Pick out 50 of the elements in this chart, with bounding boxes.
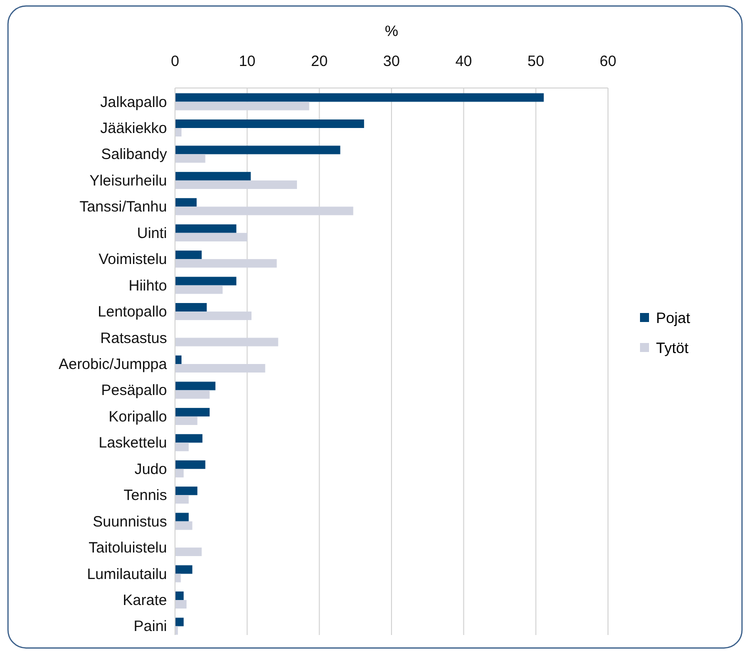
x-tick-label: 10 [238, 53, 256, 70]
bar [175, 250, 202, 260]
bar [175, 93, 544, 102]
x-axis-title: % [384, 23, 398, 40]
x-tick-label: 40 [455, 53, 472, 70]
bar [175, 198, 197, 207]
bar [175, 146, 340, 154]
bar [175, 172, 251, 180]
y-tick-label: Yleisurheilu [89, 172, 167, 190]
y-tick-label: Ratsastus [100, 330, 167, 347]
x-tick-label: 30 [383, 53, 400, 70]
y-tick-label: Pesäpallo [101, 382, 167, 400]
y-tick-label: Karate [122, 592, 167, 610]
bar [175, 434, 202, 443]
bar [175, 408, 210, 416]
bar [175, 303, 207, 312]
bar [175, 512, 189, 522]
y-tick-label: Uinti [136, 224, 167, 242]
y-tick-label: Paini [134, 618, 167, 636]
y-tick-label: Salibandy [101, 146, 168, 164]
y-tick-label: Laskettelu [98, 434, 167, 452]
y-tick-label: Suunnistus [92, 513, 167, 530]
y-tick-label: Tanssi/Tanhu [79, 198, 167, 216]
x-tick-label: 20 [310, 53, 328, 70]
x-tick-label: 0 [170, 53, 180, 70]
bar [175, 276, 236, 286]
bar [175, 355, 182, 364]
legend-label: Pojat [656, 310, 692, 327]
y-tick-label: Taitoluistelu [88, 540, 167, 557]
y-tick-label: Koripallo [108, 408, 167, 426]
bar [175, 119, 364, 128]
bar [175, 382, 216, 390]
legend-label: Tytöt [656, 340, 690, 357]
x-tick-label: 60 [600, 53, 616, 70]
bar [175, 224, 236, 233]
y-tick-label: Tennis [124, 487, 167, 504]
bar [175, 565, 192, 574]
y-tick-label: Judo [134, 460, 167, 478]
y-tick-label: Jääkiekko [100, 120, 167, 137]
y-tick-label: Hiihto [128, 277, 167, 294]
x-tick-label: 50 [527, 53, 544, 70]
y-tick-label: Aerobic/Jumppa [58, 356, 168, 373]
y-tick-label: Lentopallo [98, 304, 167, 321]
bar [175, 486, 198, 496]
y-tick-label: Jalkapallo [100, 94, 167, 111]
y-tick-label: Voimistelu [98, 251, 167, 268]
bar [175, 591, 184, 600]
y-tick-label: Lumilautailu [86, 566, 167, 583]
bar [175, 618, 184, 626]
bar [175, 460, 206, 469]
